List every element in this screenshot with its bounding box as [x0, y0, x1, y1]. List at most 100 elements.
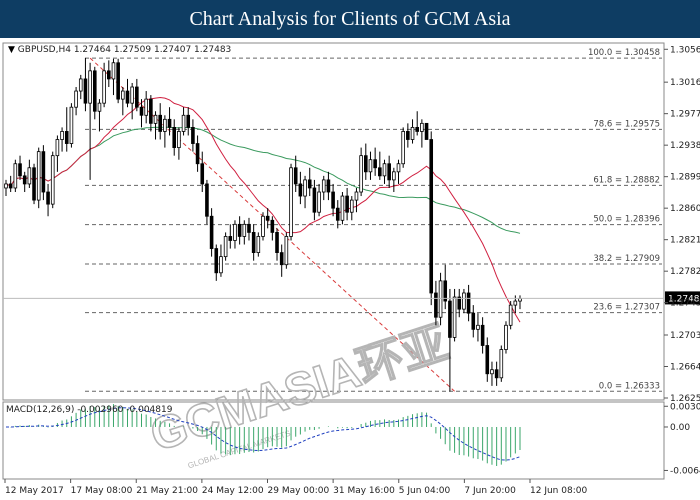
candle: [471, 305, 476, 338]
candle-body: [242, 223, 247, 237]
candle: [494, 361, 499, 386]
candle: [443, 264, 448, 310]
candle-body: [50, 155, 55, 205]
candle: [177, 127, 181, 160]
price-chart: 100.0 = 1.30458 78.6 = 1.29575 61.8 = 1.28…: [0, 38, 700, 500]
candle-body: [387, 163, 391, 181]
candle-body: [209, 215, 214, 249]
candle: [307, 167, 312, 197]
candle-body: [256, 236, 261, 253]
candle: [195, 135, 200, 172]
candle: [429, 131, 434, 306]
candle-body: [326, 179, 331, 193]
candle-body: [499, 349, 504, 379]
collapse-triangle-icon[interactable]: ▼: [8, 45, 18, 55]
time-tick-label: 7 Jun 20:00: [464, 486, 516, 496]
candle-body: [22, 175, 27, 185]
candle-body: [158, 114, 163, 132]
macd-tick-label: 0.00: [670, 423, 690, 433]
candle-body: [420, 122, 424, 132]
price-tick-label: 1.28210: [670, 236, 700, 246]
fib-level-label: 78.6 = 1.29575: [593, 119, 660, 129]
candle-body: [97, 102, 102, 112]
candle-body: [434, 292, 438, 318]
candle: [167, 107, 172, 136]
candle-body: [275, 232, 279, 253]
candle: [219, 244, 223, 277]
candle-body: [429, 139, 434, 294]
macd-tick-label: 0.003064: [670, 402, 700, 412]
candle: [289, 163, 293, 241]
candle: [406, 123, 410, 148]
candle-body: [219, 256, 223, 274]
candle-body: [251, 232, 256, 253]
candle: [270, 216, 275, 241]
candle: [335, 200, 340, 229]
candle: [401, 127, 405, 168]
candle: [83, 57, 88, 112]
candle-body: [476, 324, 480, 330]
candle-body: [279, 252, 284, 266]
candle-body: [186, 114, 191, 128]
candle-body: [135, 86, 139, 108]
candle: [111, 58, 116, 96]
candle-body: [172, 126, 177, 148]
candle-body: [106, 70, 111, 80]
time-axis: 12 May 2017 17 May 08:00 21 May 21:00 24 Ma…: [4, 479, 587, 496]
candle: [200, 151, 205, 193]
candle: [237, 216, 242, 245]
time-tick-label: 12 Jun 08:00: [530, 486, 587, 496]
candle-body: [401, 131, 405, 165]
candle-body: [368, 159, 373, 173]
candle: [158, 103, 163, 140]
candle: [382, 159, 387, 184]
moving-average-fast: [5, 96, 521, 323]
candle: [378, 151, 382, 180]
candle-body: [307, 179, 312, 189]
price-tick-label: 1.26640: [670, 362, 700, 372]
candle: [97, 99, 102, 132]
candle-body: [317, 191, 321, 213]
candle-body: [27, 167, 32, 185]
current-price-box: [665, 291, 700, 305]
candle-body: [191, 126, 195, 144]
time-tick-label: 17 May 08:00: [71, 486, 133, 496]
candle-body: [4, 183, 8, 189]
price-axis: 1.30567 1.30160 1.29770 1.29380 1.28990 1.286…: [664, 45, 700, 404]
macd-axis: 0.003064 0.00 -0.00643: [664, 402, 700, 476]
candle-body: [513, 300, 518, 306]
candle: [233, 220, 237, 249]
candle-body: [228, 236, 233, 241]
candle-body: [382, 163, 387, 177]
candle: [256, 232, 261, 257]
price-tick-label: 1.27820: [670, 267, 700, 277]
candle-body: [92, 70, 97, 112]
candle: [209, 208, 214, 257]
candle-body: [480, 324, 485, 346]
candle: [18, 155, 22, 180]
candle: [499, 345, 504, 382]
fibonacci-levels: 100.0 = 1.30458 78.6 = 1.29575 61.8 = 1.28…: [85, 48, 662, 392]
candle: [466, 284, 471, 322]
candle: [508, 301, 513, 330]
candle-body: [116, 62, 120, 100]
candle-body: [88, 70, 92, 104]
candle: [74, 87, 78, 116]
candle: [22, 171, 27, 193]
candle: [363, 143, 368, 180]
candle: [41, 145, 46, 201]
candle-body: [415, 126, 420, 132]
candle-body: [130, 86, 134, 104]
candle: [448, 288, 452, 392]
candle: [55, 135, 60, 172]
candle: [480, 317, 485, 354]
candle: [251, 224, 256, 261]
candle-body: [60, 131, 64, 140]
price-panel-frame: [2, 42, 665, 401]
price-tick-label: 1.29380: [670, 141, 700, 151]
candle: [420, 119, 424, 148]
current-price-marker: 1.27483: [3, 291, 700, 305]
candle-body: [270, 219, 275, 233]
candle-body: [359, 155, 363, 193]
candle: [490, 361, 494, 386]
